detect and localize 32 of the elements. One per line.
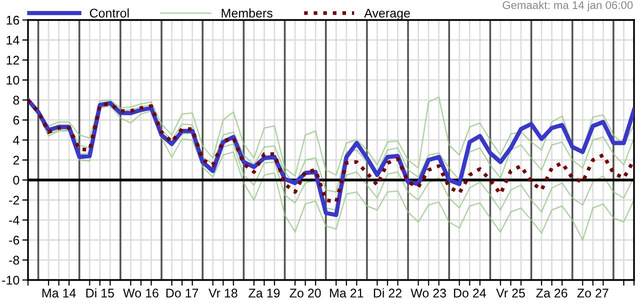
legend-label: Average — [364, 8, 410, 20]
x-tick-label: Vr 18 — [208, 288, 238, 298]
x-tick-label: Zo 20 — [290, 288, 321, 298]
y-tick-label: 6 — [13, 116, 20, 125]
x-tick-label: Za 26 — [536, 288, 568, 298]
y-tick-label: -4 — [9, 216, 20, 225]
x-tick-label: Vr 25 — [496, 288, 525, 298]
y-tick-label: 12 — [6, 56, 20, 65]
y-tick-label: -2 — [9, 196, 20, 205]
y-tick-label: 8 — [13, 96, 20, 105]
text: Gemaakt: ma 14 jan 06:00 — [502, 0, 633, 12]
y-tick-label: 10 — [6, 76, 20, 85]
x-tick-label: Ma 14 — [42, 288, 76, 298]
y-tick-label: 4 — [13, 136, 20, 145]
x-tick-label: Di 22 — [374, 288, 402, 298]
legend-label: Members — [222, 8, 272, 18]
x-tick-label: Di 15 — [86, 288, 114, 298]
y-tick-label: -10 — [2, 276, 20, 285]
legend-label: Control — [90, 8, 129, 18]
x-tick-label: Zo 27 — [577, 288, 608, 298]
x-tick-label: Do 24 — [454, 288, 486, 298]
y-tick-label: 16 — [6, 16, 20, 25]
y-tick-label: 14 — [6, 36, 20, 45]
x-tick-label: Za 19 — [248, 288, 280, 298]
x-tick-label: Wo 16 — [123, 288, 158, 298]
x-tick-label: Wo 23 — [410, 288, 446, 298]
x-tick-label: Do 17 — [166, 288, 198, 298]
y-tick-label: 2 — [13, 156, 20, 165]
y-tick-label: 0 — [13, 176, 20, 185]
y-tick-label: -8 — [9, 256, 20, 265]
x-tick-label: Ma 21 — [330, 288, 364, 298]
y-tick-label: -6 — [9, 236, 20, 245]
